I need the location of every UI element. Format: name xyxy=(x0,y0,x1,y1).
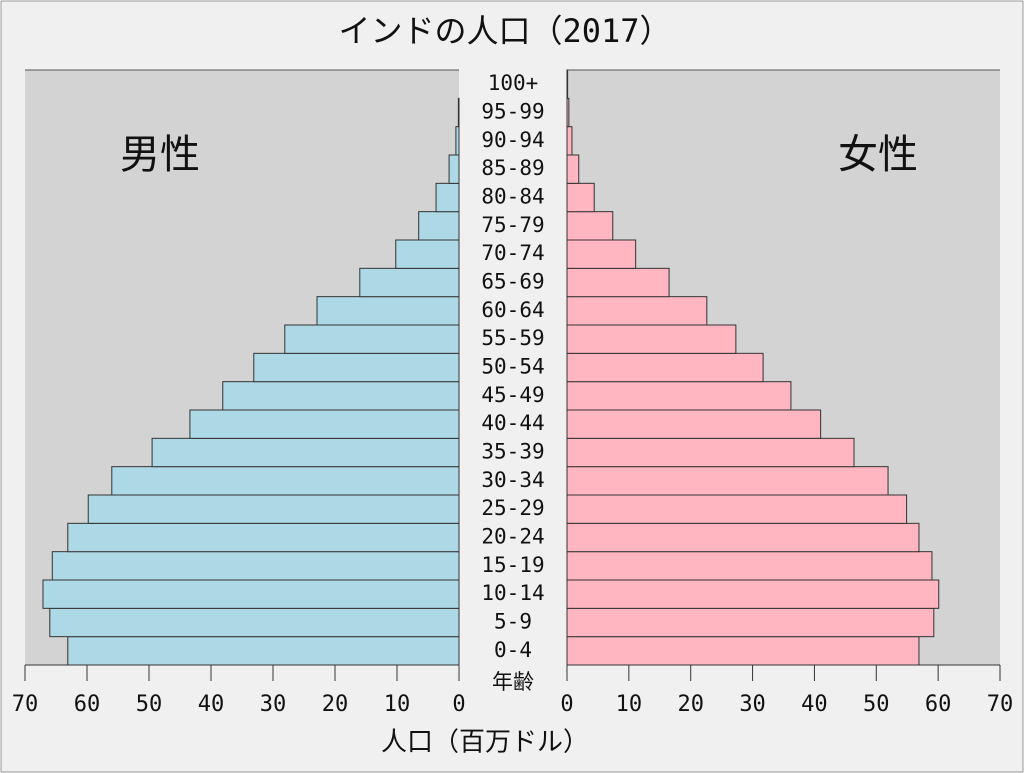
bar xyxy=(359,267,460,298)
x-tick-label: 60 xyxy=(74,692,101,717)
x-tick-label: 50 xyxy=(136,692,163,717)
x-tick-label: 60 xyxy=(925,692,952,717)
bar xyxy=(67,522,460,553)
category-label: 10-14 xyxy=(481,581,544,605)
category-label: 45-49 xyxy=(481,383,544,407)
bar xyxy=(566,97,570,128)
bar xyxy=(566,296,708,326)
bar xyxy=(253,352,460,383)
x-tick-label: 70 xyxy=(987,692,1014,717)
bar xyxy=(316,296,460,326)
category-label: 100+ xyxy=(488,71,539,95)
x-tick-label: 30 xyxy=(739,692,766,717)
bar xyxy=(566,381,792,411)
bar xyxy=(566,211,614,241)
bar xyxy=(111,466,460,496)
bar xyxy=(448,154,460,184)
bar xyxy=(566,352,764,383)
category-label: 20-24 xyxy=(481,525,544,549)
chart-title: インドの人口（2017） xyxy=(338,12,671,50)
category-label: 55-59 xyxy=(481,326,544,350)
series-label: 男性 xyxy=(120,132,200,178)
bar xyxy=(566,437,855,468)
bar xyxy=(566,636,920,666)
bar xyxy=(51,551,460,581)
x-tick-label: 40 xyxy=(198,692,225,717)
category-label: 65-69 xyxy=(481,270,544,294)
bar xyxy=(566,69,569,99)
bar xyxy=(566,607,935,638)
bar xyxy=(87,494,460,524)
x-tick-label: 10 xyxy=(616,692,643,717)
x-tick-label: 30 xyxy=(260,692,287,717)
bar xyxy=(566,522,920,553)
x-tick-label: 10 xyxy=(384,692,411,717)
bar xyxy=(566,324,737,354)
category-label: 80-84 xyxy=(481,185,544,209)
bar xyxy=(418,211,460,241)
bar xyxy=(566,154,580,184)
bar xyxy=(67,636,460,666)
x-tick-label: 70 xyxy=(12,692,39,717)
bar xyxy=(222,381,460,411)
category-label: 5-9 xyxy=(494,610,532,634)
category-label: 70-74 xyxy=(481,241,544,265)
bar xyxy=(566,267,670,298)
category-label: 40-44 xyxy=(481,411,544,435)
series-label: 女性 xyxy=(838,132,918,178)
bar xyxy=(49,607,460,638)
category-label: 90-94 xyxy=(481,128,544,152)
category-label: 50-54 xyxy=(481,355,544,379)
bar xyxy=(435,182,460,213)
bar xyxy=(566,182,595,213)
category-label: 85-89 xyxy=(481,156,544,180)
category-label: 60-64 xyxy=(481,298,544,322)
category-label: 0-4 xyxy=(494,638,532,662)
category-label: 95-99 xyxy=(481,100,544,124)
bar xyxy=(395,239,460,269)
x-tick-label: 0 xyxy=(452,692,465,717)
bar xyxy=(566,409,822,439)
category-label: 35-39 xyxy=(481,440,544,464)
x-tick-label: 40 xyxy=(801,692,828,717)
bar xyxy=(566,239,637,269)
category-axis-label: 年齢 xyxy=(492,670,534,694)
x-axis-label: 人口（百万ドル） xyxy=(381,728,589,758)
bar xyxy=(42,579,460,609)
x-tick-label: 0 xyxy=(560,692,573,717)
bar xyxy=(151,437,460,468)
bar xyxy=(566,579,940,609)
x-tick-label: 20 xyxy=(322,692,349,717)
x-tick-label: 50 xyxy=(863,692,890,717)
category-label: 30-34 xyxy=(481,468,544,492)
bar xyxy=(566,494,908,524)
bar xyxy=(566,466,889,496)
category-label: 75-79 xyxy=(481,213,544,237)
bar xyxy=(189,409,460,439)
bar xyxy=(457,97,460,128)
category-label: 25-29 xyxy=(481,496,544,520)
x-tick-label: 20 xyxy=(677,692,704,717)
bar xyxy=(284,324,460,354)
bar xyxy=(566,126,573,156)
category-label: 15-19 xyxy=(481,553,544,577)
bar xyxy=(566,551,933,581)
bar xyxy=(455,126,460,156)
